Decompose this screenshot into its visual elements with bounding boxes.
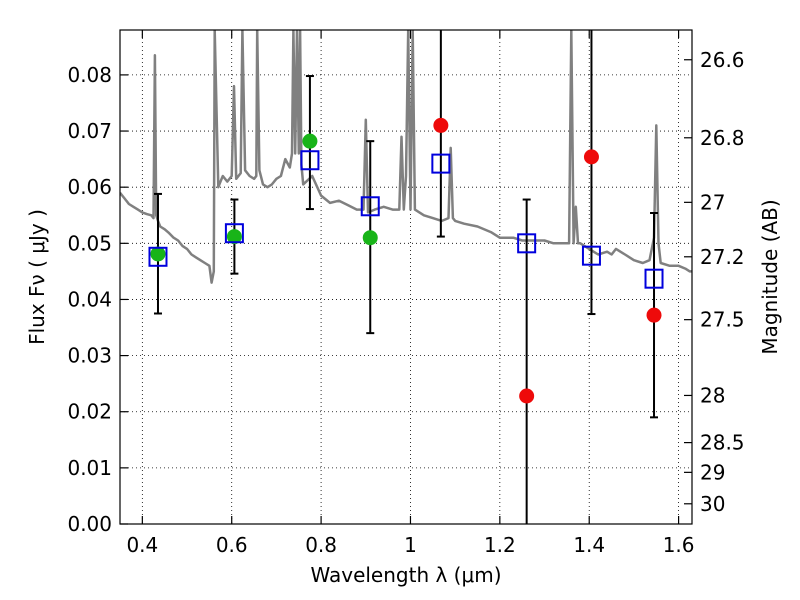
data-point-circle: [302, 133, 318, 149]
y-tick-label: 0.06: [67, 175, 112, 199]
y-tick-label: 0.05: [67, 231, 112, 255]
data-point-square: [517, 233, 537, 254]
labels: Wavelength λ (μm) Flux Fν ( μJy ) Magnit…: [25, 199, 782, 587]
grid: [120, 30, 692, 524]
y2-tick-label: 27.5: [700, 308, 745, 332]
x-tick-label: 1.6: [663, 533, 695, 557]
y-tick-label: 0.03: [67, 344, 112, 368]
x-tick-label: 1.2: [484, 533, 516, 557]
y2-tick-label: 29: [700, 460, 725, 484]
x-tick-label: 0.4: [126, 533, 158, 557]
data-point-circle: [583, 149, 599, 165]
data-point-circle: [646, 307, 662, 323]
spectrum-line: [120, 30, 692, 284]
y2-tick-label: 30: [700, 492, 725, 516]
y-tick-label: 0.04: [67, 287, 112, 311]
data-point-square: [431, 153, 451, 174]
data-point-square: [644, 268, 664, 289]
y2-tick-label: 28.5: [700, 431, 745, 455]
data-point-square: [148, 246, 168, 267]
y2-tick-label: 26.6: [700, 48, 745, 72]
x-axis-label: Wavelength λ (μm): [310, 563, 501, 587]
data-point-circle: [519, 388, 535, 404]
x-tick-label: 0.8: [305, 533, 337, 557]
data-point-circle: [362, 230, 378, 246]
x-tick-label: 0.6: [216, 533, 248, 557]
y2-tick-label: 28: [700, 383, 725, 407]
y-tick-label: 0.02: [67, 400, 112, 424]
y-tick-label: 0.07: [67, 119, 112, 143]
y-axis-label: Flux Fν ( μJy ): [25, 209, 49, 345]
y-tick-label: 0.08: [67, 63, 112, 87]
marker-series: [148, 117, 664, 404]
data-point-square: [581, 245, 601, 266]
y-tick-label: 0.00: [67, 512, 112, 536]
data-point-circle: [433, 117, 449, 133]
y2-tick-label: 26.8: [700, 126, 745, 150]
axes: 0.4 0.6 0.8 1 1.2 1.4 1.6 0.00 0.01 0.02 0.03 0.04 0…: [67, 29, 745, 557]
plot-frame: [119, 29, 693, 525]
y2-tick-label: 27.2: [700, 245, 745, 269]
data-point-square: [360, 196, 380, 217]
y2-tick-label: 27: [700, 190, 725, 214]
data-point-square: [224, 223, 244, 244]
x-tick-label: 1.4: [573, 533, 605, 557]
spectrum-series: [120, 30, 692, 284]
data-point-square: [300, 150, 320, 171]
data-point-circle: [150, 246, 166, 262]
y2-axis-label: Magnitude (AB): [758, 199, 782, 354]
data-point-circle: [226, 229, 242, 245]
x-tick-label: 1: [404, 533, 417, 557]
y-tick-label: 0.01: [67, 456, 112, 480]
